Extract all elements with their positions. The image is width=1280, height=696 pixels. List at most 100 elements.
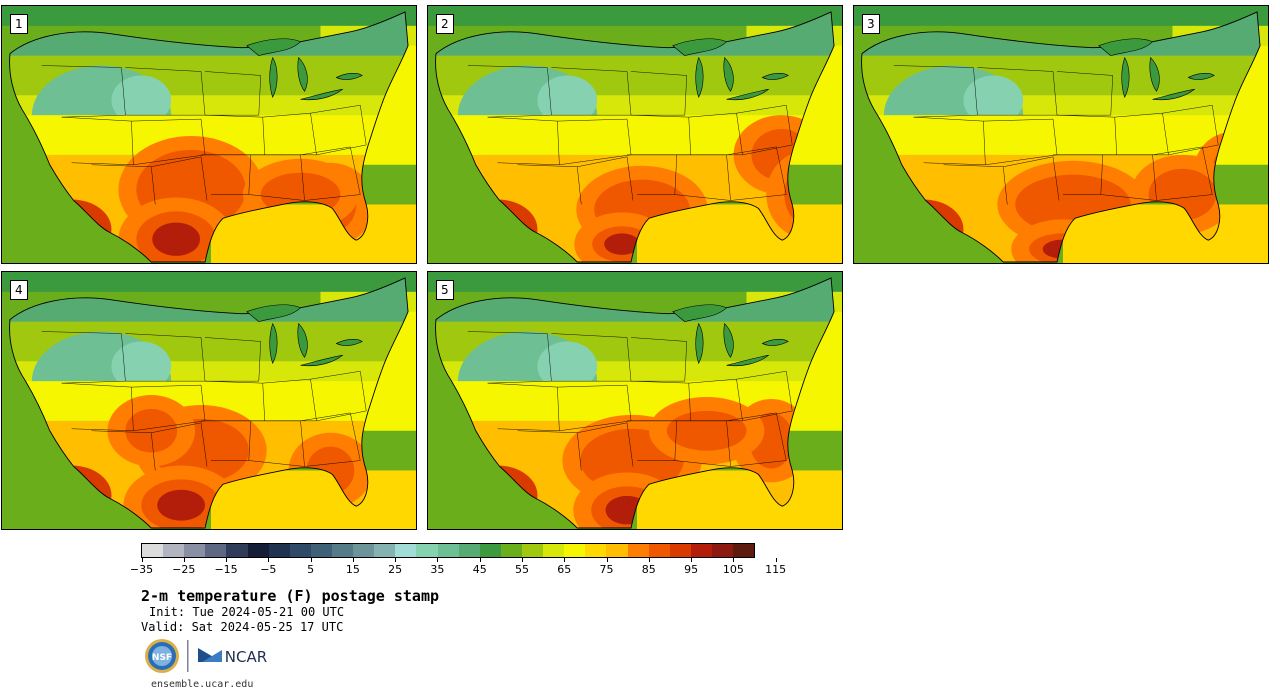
colorbar-swatch <box>543 544 565 557</box>
member-number-label: 4 <box>10 280 28 300</box>
colorbar-tick <box>352 558 354 562</box>
colorbar-tick <box>691 558 693 562</box>
colorbar-tick <box>141 558 143 562</box>
colorbar-tick-label: 115 <box>765 563 787 576</box>
colorbar-tick-label: 65 <box>557 563 572 576</box>
temperature-map <box>2 6 416 263</box>
colorbar-swatch <box>690 544 712 557</box>
colorbar-tick-label: −35 <box>129 563 154 576</box>
stamp-panel-2: 2 <box>427 5 843 264</box>
colorbar-swatch <box>353 544 375 557</box>
temperature-map <box>428 272 842 529</box>
gulf-of-mexico <box>636 470 842 529</box>
colorbar-swatch <box>184 544 206 557</box>
colorbar-tick <box>564 558 566 562</box>
colorbar-swatch <box>374 544 396 557</box>
member-number-label: 2 <box>436 14 454 34</box>
colorbar-tick <box>226 558 228 562</box>
nsf-logo-text: NSF <box>152 653 172 663</box>
canada-region <box>428 6 842 26</box>
colorbar-swatch <box>331 544 354 557</box>
ncar-logo: NCAR <box>198 648 267 666</box>
colorbar-tick <box>606 558 608 562</box>
colorbar-swatch <box>142 544 164 557</box>
colorbar-tick-label: −25 <box>172 563 196 576</box>
great-lakes <box>246 38 363 101</box>
colorbar-tick <box>521 558 523 562</box>
colorbar-swatch <box>627 544 649 557</box>
canada-region <box>2 6 416 26</box>
great-lakes <box>246 304 363 367</box>
colorbar-tick-label: 85 <box>641 563 656 576</box>
colorbar-tick-label: −5 <box>260 563 277 576</box>
great-lakes <box>672 38 789 101</box>
colorbar-swatch <box>564 544 586 557</box>
colorbar-swatch <box>648 544 670 557</box>
great-lakes <box>672 304 789 367</box>
state-borders <box>467 331 793 471</box>
colorbar-swatch <box>416 544 438 557</box>
colorbar-tick <box>268 558 270 562</box>
colorbar-tick <box>395 558 397 562</box>
stamp-panel-1: 1 <box>1 5 417 264</box>
state-borders <box>41 331 367 471</box>
member-number-label: 5 <box>436 280 454 300</box>
colorbar-swatch <box>226 544 248 557</box>
canada-region <box>854 6 1268 26</box>
stamp-panel-4: 4 <box>1 271 417 530</box>
colorbar-swatch <box>310 544 332 557</box>
member-number-label: 1 <box>10 14 28 34</box>
colorbar-swatch <box>268 544 290 557</box>
gulf-of-mexico <box>1062 204 1268 263</box>
colorbar-swatch <box>289 544 311 557</box>
colorbar-swatch <box>395 544 417 557</box>
colorbar-tick-label: 35 <box>430 563 445 576</box>
colorbar-swatch <box>521 544 544 557</box>
colorbar-tick-label: 95 <box>684 563 699 576</box>
colorbar-swatch <box>247 544 269 557</box>
colorbar-tick-label: 15 <box>345 563 360 576</box>
gulf-of-mexico <box>210 204 416 263</box>
canada-region <box>428 272 842 292</box>
colorbar-tick <box>310 558 312 562</box>
colorbar-tick-label: 5 <box>307 563 315 576</box>
colorbar-swatch <box>500 544 522 557</box>
colorbar-tick-labels: −35 −25 −15 −5 5 15 25 35 45 55 65 75 85 95 105 115 <box>130 558 786 578</box>
stamp-panel-3: 3 <box>853 5 1269 264</box>
colorbar-swatch <box>585 544 607 557</box>
colorbar-swatch <box>733 544 755 557</box>
colorbar-swatch <box>606 544 628 557</box>
temperature-colorbar <box>141 543 755 558</box>
colorbar-tick <box>479 558 481 562</box>
state-borders <box>467 65 793 205</box>
colorbar-tick <box>733 558 735 562</box>
plot-title: 2-m temperature (F) postage stamp <box>141 587 440 605</box>
state-borders <box>893 65 1219 205</box>
colorbar-tick-label: 105 <box>722 563 744 576</box>
colorbar-tick <box>648 558 650 562</box>
colorbar-swatch <box>458 544 480 557</box>
gulf-of-mexico <box>636 204 842 263</box>
colorbar-swatch <box>205 544 227 557</box>
colorbar-tick-label: 25 <box>388 563 403 576</box>
temperature-map <box>428 6 842 263</box>
colorbar-swatch <box>711 544 734 557</box>
colorbar-tick <box>775 558 777 562</box>
colorbar-tick-label: 75 <box>599 563 614 576</box>
colorbar-tick-label: −15 <box>214 563 238 576</box>
land-temperature <box>861 11 1261 263</box>
member-number-label: 3 <box>862 14 880 34</box>
temperature-map <box>2 272 416 529</box>
colorbar-tick <box>183 558 185 562</box>
colorbar-swatch <box>437 544 459 557</box>
colorbar-tick <box>437 558 439 562</box>
great-lakes <box>1098 38 1215 101</box>
ncar-logo-text: NCAR <box>225 648 267 666</box>
colorbar-tick-label: 45 <box>472 563 487 576</box>
sponsor-logos: NSF NCAR <box>144 638 274 674</box>
temperature-map <box>854 6 1268 263</box>
valid-time: Valid: Sat 2024-05-25 17 UTC <box>141 620 344 634</box>
colorbar-tick-label: 55 <box>514 563 529 576</box>
colorbar-swatch <box>163 544 185 557</box>
canada-region <box>2 272 416 292</box>
